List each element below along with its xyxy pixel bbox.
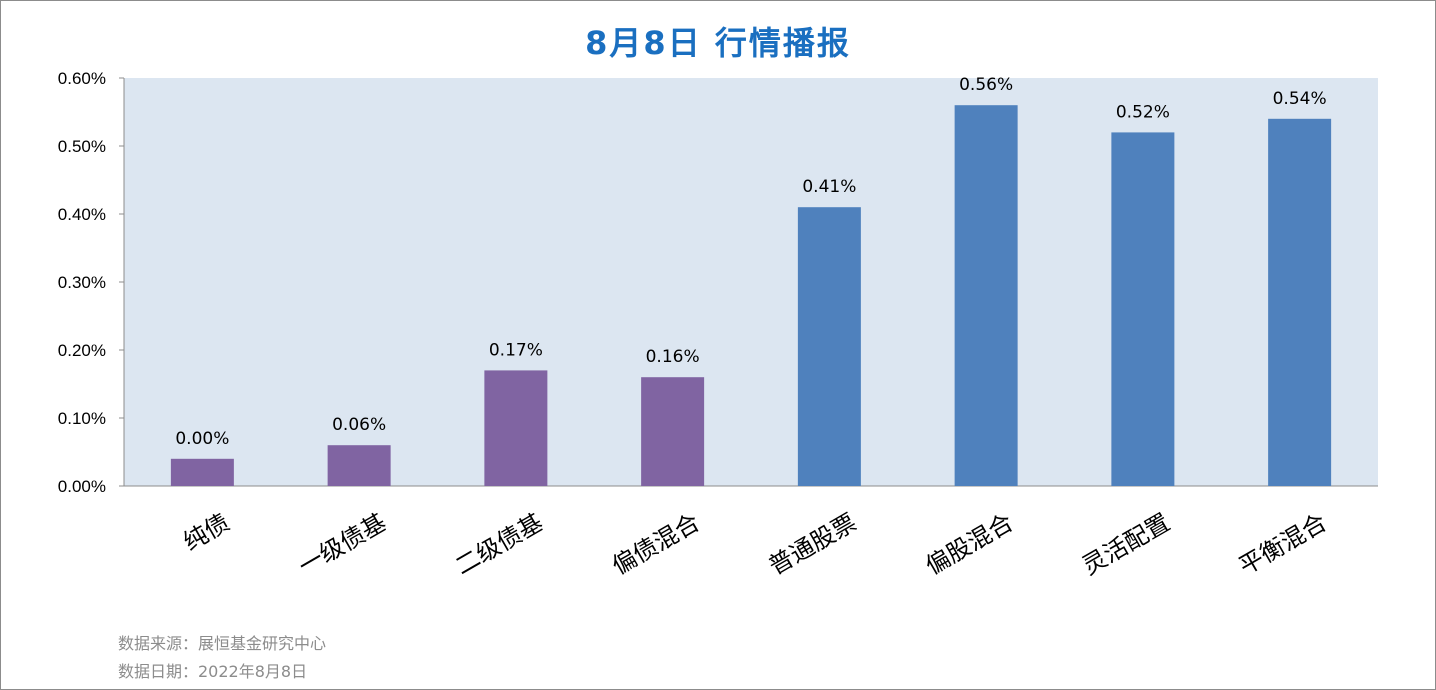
category-label: 灵活配置 bbox=[1078, 508, 1175, 580]
category-label: 纯债 bbox=[179, 508, 235, 556]
y-tick-label: 0.10% bbox=[58, 409, 106, 428]
category-label: 普通股票 bbox=[764, 508, 861, 580]
bars bbox=[170, 105, 1332, 487]
plot-area bbox=[124, 78, 1378, 486]
data-label: 0.16% bbox=[646, 347, 700, 367]
bar bbox=[797, 207, 861, 486]
y-tick-label: 0.40% bbox=[58, 205, 106, 224]
data-label: 0.17% bbox=[489, 340, 543, 360]
bar bbox=[954, 105, 1018, 486]
footer-date: 数据日期：2022年8月8日 bbox=[118, 662, 308, 681]
bar bbox=[1268, 118, 1332, 487]
category-label: 偏股混合 bbox=[921, 508, 1018, 580]
category-label: 平衡混合 bbox=[1234, 508, 1331, 580]
data-label: 0.06% bbox=[332, 415, 386, 435]
category-label: 偏债混合 bbox=[607, 508, 704, 580]
chart-title: 8月8日 行情播报 bbox=[585, 24, 851, 62]
y-tick-label: 0.30% bbox=[58, 273, 106, 292]
footer-source: 数据来源：展恒基金研究中心 bbox=[118, 634, 327, 653]
category-label: 二级债基 bbox=[451, 508, 548, 580]
bar bbox=[641, 377, 705, 486]
category-label: 一级债基 bbox=[294, 508, 391, 580]
y-tick-label: 0.20% bbox=[58, 341, 106, 360]
y-tick-label: 0.60% bbox=[58, 69, 106, 88]
x-axis-categories: 纯债 一级债基 二级债基 偏债混合 普通股票 偏股混合 灵活配置 平衡混合 bbox=[179, 508, 1332, 580]
data-label: 0.54% bbox=[1273, 89, 1327, 109]
data-label: 0.56% bbox=[959, 75, 1013, 95]
bar bbox=[327, 445, 391, 486]
data-label: 0.41% bbox=[802, 177, 856, 197]
data-labels: 0.00% 0.06% 0.17% 0.16% 0.41% 0.56% 0.52% 0.54% bbox=[175, 75, 1326, 449]
y-tick-label: 0.50% bbox=[58, 137, 106, 156]
bar bbox=[170, 458, 234, 486]
bar bbox=[1111, 132, 1175, 486]
y-tick-label: 0.00% bbox=[58, 477, 106, 496]
data-label: 0.00% bbox=[175, 429, 229, 449]
data-label: 0.52% bbox=[1116, 102, 1170, 122]
bar bbox=[484, 370, 548, 486]
